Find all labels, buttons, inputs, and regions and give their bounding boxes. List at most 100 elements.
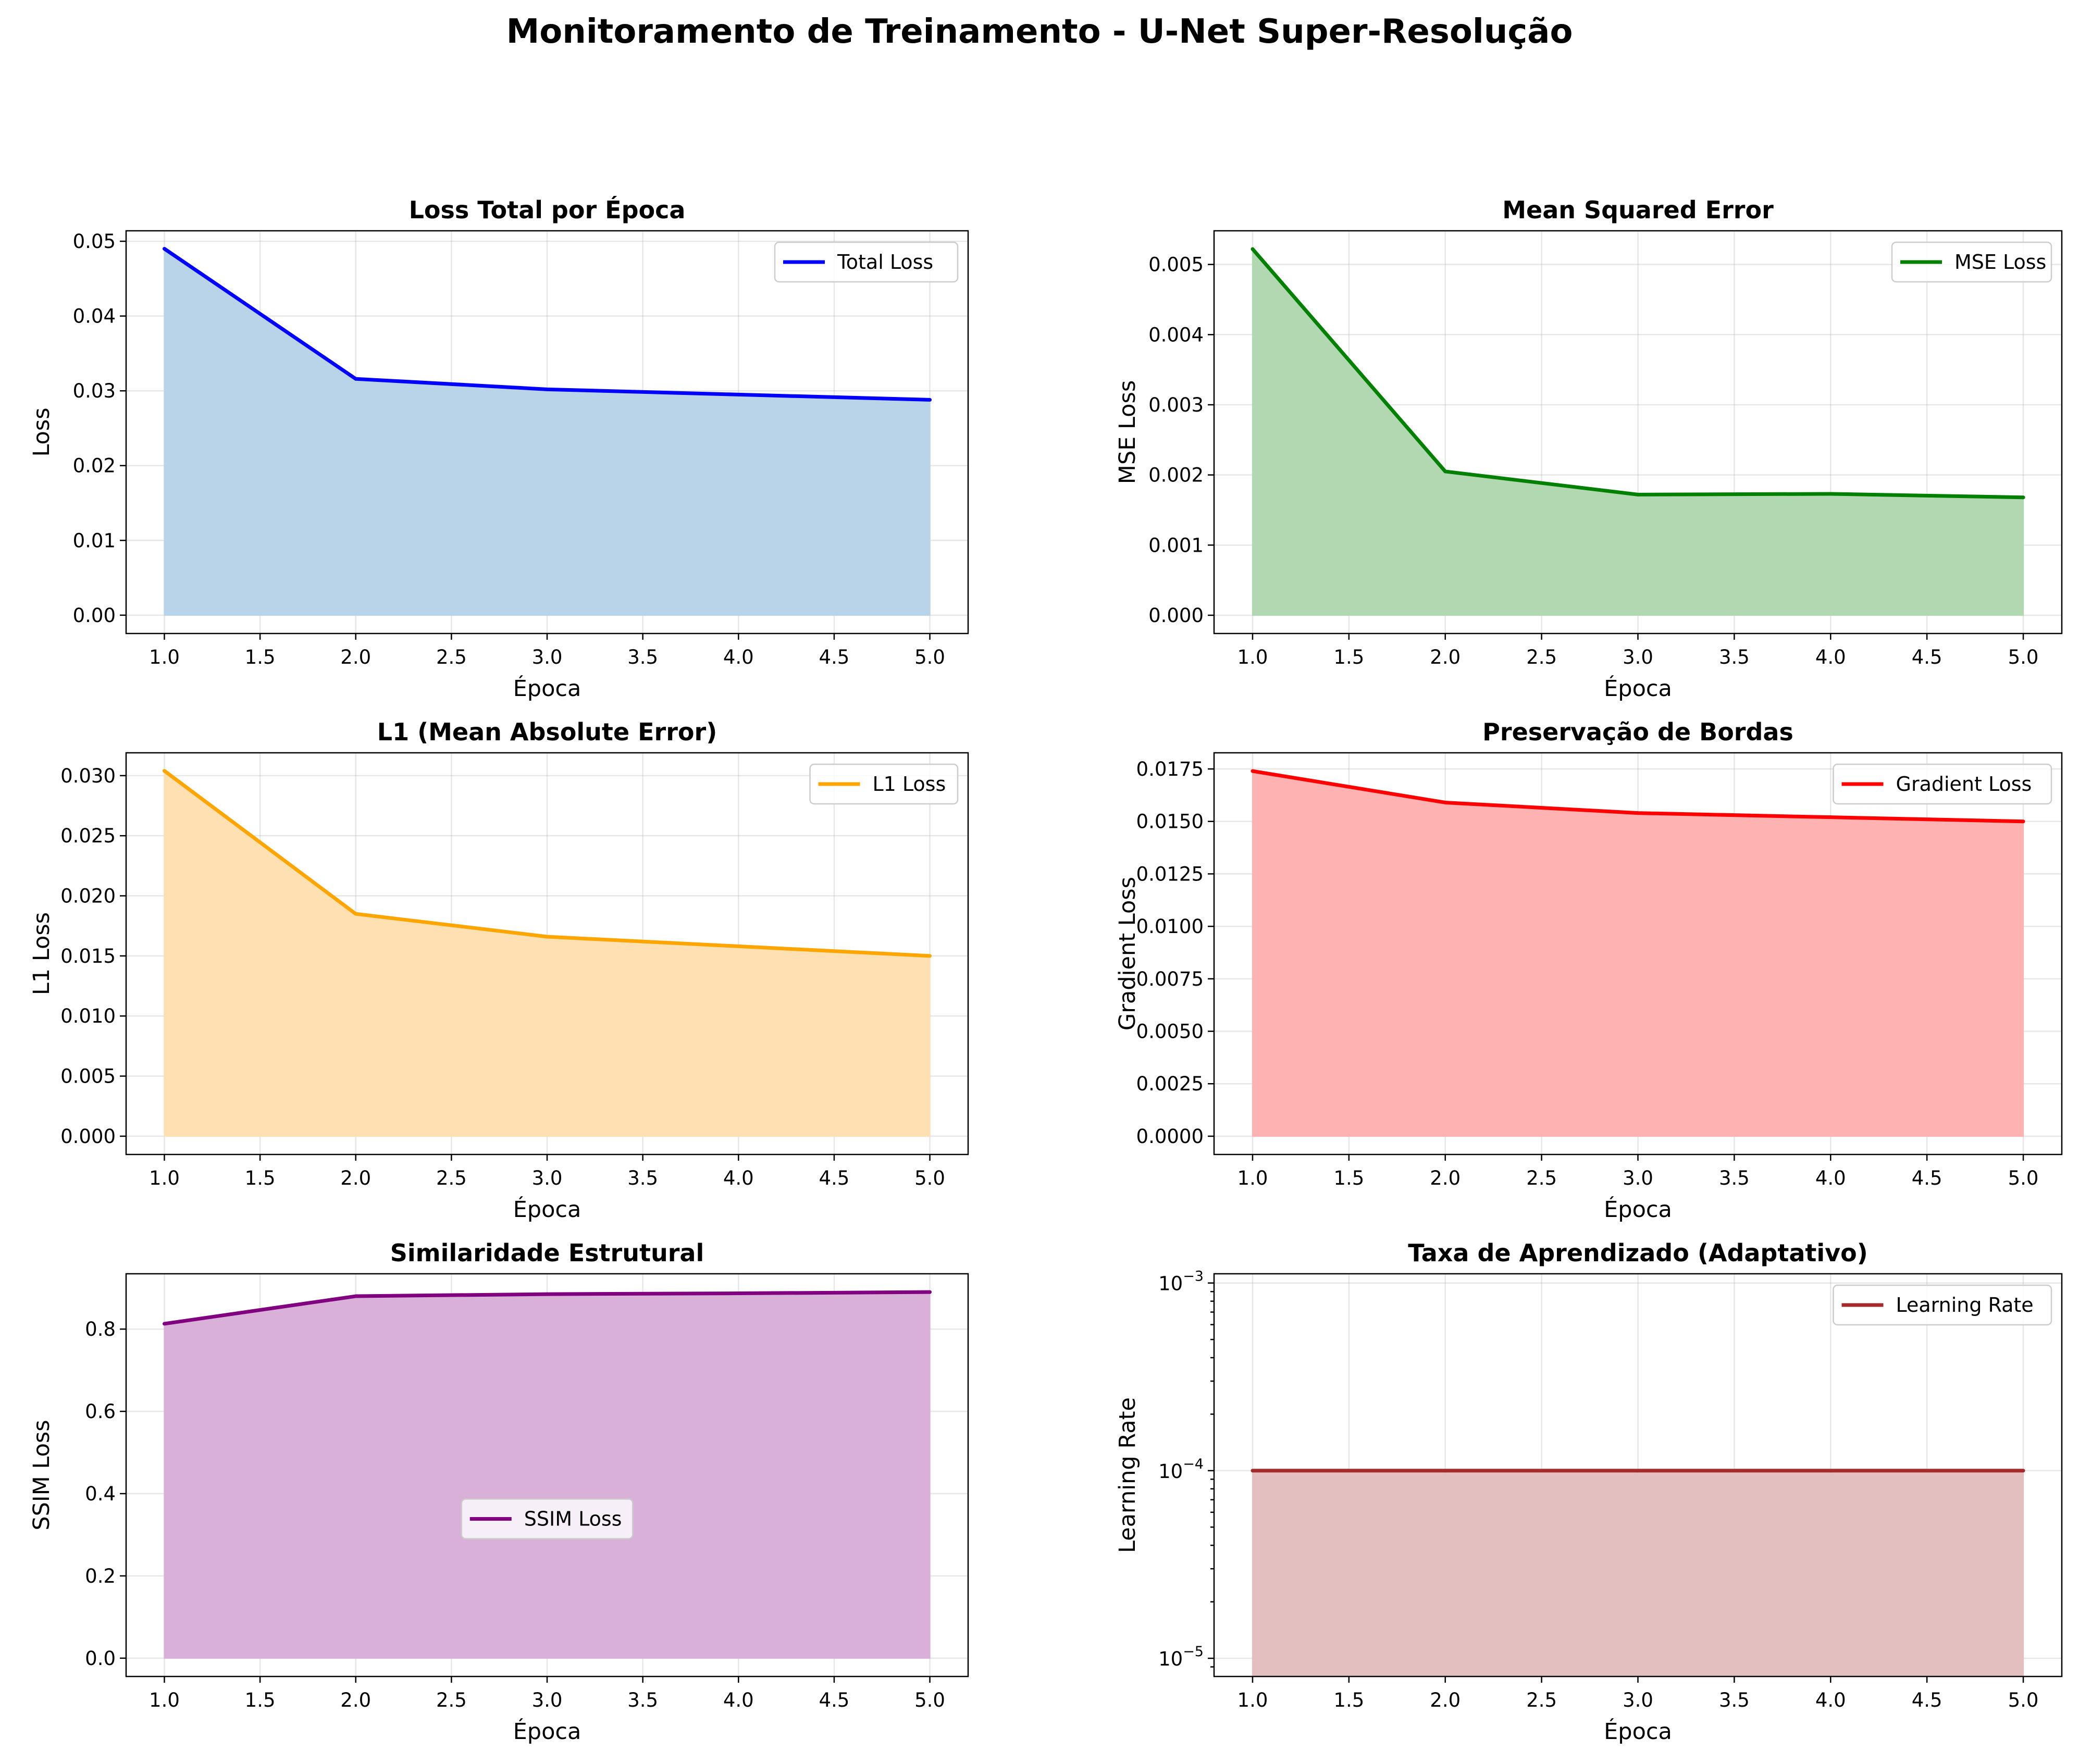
x-tick-label: 4.0 (1815, 1167, 1846, 1189)
x-tick-label: 3.0 (532, 1689, 563, 1711)
legend-label: SSIM Loss (524, 1508, 622, 1531)
x-tick-label: 3.5 (1719, 1167, 1750, 1189)
y-tick-label: 0.0175 (1136, 758, 1204, 780)
data-point (2021, 1469, 2025, 1473)
data-point (2021, 495, 2025, 500)
y-axis-label: SSIM Loss (29, 1420, 55, 1530)
x-tick-label: 4.0 (723, 646, 754, 668)
x-tick-label: 2.0 (1430, 646, 1461, 668)
legend-box (461, 1498, 634, 1539)
x-tick-label: 1.5 (1333, 646, 1364, 668)
data-point (1443, 469, 1447, 474)
y-tick-label: 0.0075 (1136, 968, 1204, 990)
x-tick-label: 5.0 (914, 1167, 945, 1189)
y-tick-label: 0.001 (1148, 534, 1204, 556)
y-tick-label: 0.010 (60, 1005, 116, 1027)
legend-box (1833, 1284, 2052, 1326)
x-tick-label: 1.0 (149, 1689, 180, 1711)
y-tick-label: 0.04 (73, 305, 116, 328)
chart-title: Taxa de Aprendizado (Adaptativo) (1408, 1239, 1868, 1267)
x-tick-label: 5.0 (2008, 646, 2039, 668)
x-tick-label: 2.5 (436, 646, 467, 668)
data-point (354, 377, 358, 381)
x-tick-label: 4.0 (1815, 646, 1846, 668)
chart-panel-4: 1.0 1.5 2.0 2.5 3.0 3.5 4.0 4.5 5.0 0.0000 0.0025 0… (1115, 718, 2063, 1223)
x-tick-label: 5.0 (914, 646, 945, 668)
chart-panel-1: 1.0 1.5 2.0 2.5 3.0 3.5 4.0 4.5 5.0 0.00 0.01 0.02 0… (29, 196, 969, 702)
y-tick-label: 0.03 (73, 380, 116, 402)
legend-box (1833, 763, 2052, 805)
chart-title: Mean Squared Error (1502, 196, 1774, 224)
y-tick-label: 0.020 (60, 885, 116, 908)
x-tick-label: 3.5 (1719, 646, 1750, 668)
legend-label: L1 Loss (873, 773, 946, 796)
data-point (1636, 492, 1640, 496)
legend: L1 Loss (809, 763, 959, 805)
data-point (545, 935, 549, 939)
x-tick-label: 1.5 (1333, 1167, 1364, 1189)
y-axis-label: Learning Rate (1115, 1397, 1141, 1553)
y-tick-label: 0.02 (73, 455, 116, 477)
x-tick-label: 5.0 (2008, 1689, 2039, 1711)
legend-label: MSE Loss (1954, 251, 2046, 274)
legend-box (774, 241, 959, 283)
x-tick-label: 1.5 (245, 646, 276, 668)
y-tick-label: 0.005 (1148, 254, 1204, 276)
x-tick-label: 3.5 (627, 1167, 658, 1189)
x-tick-label: 2.5 (436, 1689, 467, 1711)
data-point (1636, 1469, 1640, 1473)
y-tick-label: 0.0100 (1136, 915, 1204, 938)
data-point (545, 1292, 549, 1296)
data-point (354, 912, 358, 916)
y-tick-label: 0.030 (60, 765, 116, 787)
x-tick-label: 1.0 (1238, 646, 1268, 668)
y-tick-label: 0.000 (1148, 604, 1204, 627)
data-point (928, 954, 932, 958)
legend: Learning Rate (1833, 1284, 2052, 1326)
x-axis-label: Época (513, 675, 581, 702)
x-tick-label: 5.0 (914, 1689, 945, 1711)
data-point (928, 1290, 932, 1294)
x-tick-label: 2.0 (340, 1167, 371, 1189)
y-tick-label: 0.002 (1148, 464, 1204, 487)
legend-label: Gradient Loss (1896, 773, 2032, 796)
data-point (928, 397, 932, 402)
y-axis-label: L1 Loss (29, 912, 55, 995)
x-tick-label: 4.0 (723, 1689, 754, 1711)
legend-box (1891, 241, 2052, 283)
x-tick-label: 3.5 (627, 1689, 658, 1711)
x-axis-label: Época (513, 1196, 581, 1223)
y-tick-label: 0.0000 (1136, 1125, 1204, 1148)
x-tick-label: 2.5 (1526, 1689, 1557, 1711)
data-point (1828, 1469, 1833, 1473)
chart-title: Loss Total por Época (409, 196, 686, 224)
chart-title: Similaridade Estrutural (390, 1239, 704, 1267)
y-tick-label: 10−4 (1158, 1456, 1204, 1483)
data-point (1251, 1469, 1255, 1473)
x-tick-label: 4.5 (819, 1689, 849, 1711)
y-tick-label: 0.00 (73, 604, 116, 627)
y-tick-label: 0.0125 (1136, 863, 1204, 885)
series-area-fill (164, 1291, 931, 1659)
y-tick-label: 0.6 (85, 1400, 116, 1423)
chart-panel-3: 1.0 1.5 2.0 2.5 3.0 3.5 4.0 4.5 5.0 0.000 0.005 0.0… (29, 718, 969, 1223)
legend: Total Loss (774, 241, 959, 283)
x-tick-label: 1.0 (1238, 1689, 1268, 1711)
x-tick-label: 4.5 (819, 646, 849, 668)
y-axis-label: Loss (29, 407, 55, 456)
x-tick-label: 1.0 (149, 1167, 180, 1189)
data-point (1828, 815, 1833, 819)
x-tick-label: 1.0 (149, 646, 180, 668)
y-tick-label: 0.0 (85, 1647, 116, 1670)
data-point (1443, 800, 1447, 804)
x-tick-label: 2.5 (1526, 646, 1557, 668)
data-point (162, 1322, 166, 1326)
x-tick-label: 2.5 (1526, 1167, 1557, 1189)
data-point (1828, 492, 1833, 496)
series-area-fill (1252, 1470, 2024, 1676)
y-tick-label: 0.8 (85, 1318, 116, 1340)
series-area-fill (1252, 770, 2024, 1137)
x-tick-label: 5.0 (2008, 1167, 2039, 1189)
x-tick-label: 4.5 (1912, 646, 1942, 668)
